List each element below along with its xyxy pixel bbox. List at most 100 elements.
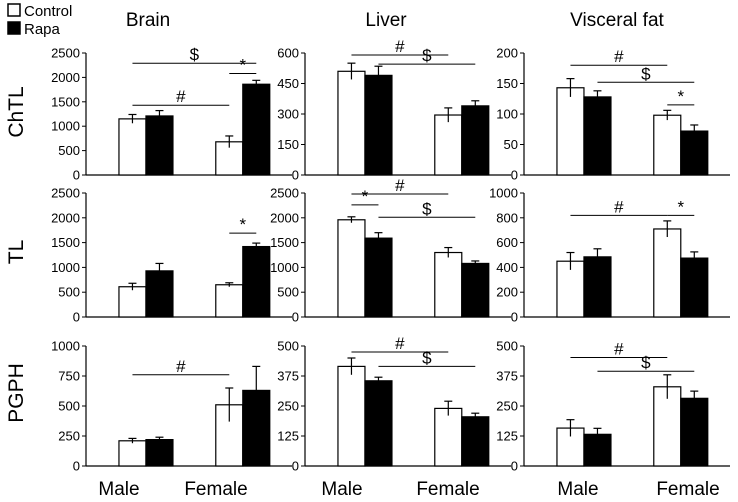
y-tick-label-chtl-visceral-fat-3: 150: [496, 76, 518, 91]
bar-tl-liver-control-male: [337, 219, 366, 318]
row-label-tl: TL: [5, 240, 28, 265]
sig-label-tl-visceral-fat-1: *: [677, 197, 684, 216]
bar-chtl-visceral-fat-rapa-female: [680, 130, 709, 176]
bar-pgph-liver-rapa-male: [364, 380, 393, 467]
bar-tl-visceral-fat-rapa-female: [680, 257, 709, 318]
y-tick-label-chtl-visceral-fat-2: 100: [496, 107, 518, 122]
panel-pgph-liver: 0 125 250 375 500 # $: [277, 334, 511, 474]
y-tick-label-tl-liver-2: 1000: [270, 260, 299, 275]
y-tick-label-tl-visceral-fat-2: 400: [496, 260, 518, 275]
y-tick-label-tl-visceral-fat-5: 1000: [489, 186, 518, 201]
bar-tl-brain-control-female: [215, 284, 244, 318]
sig-label-pgph-brain-0: #: [176, 357, 186, 376]
x-label-male-brain: Male: [98, 479, 139, 500]
bar-pgph-brain-rapa-male: [145, 439, 174, 467]
bar-chtl-brain-rapa-male: [145, 115, 174, 176]
column-title-liver: Liver: [365, 10, 407, 31]
bar-chtl-visceral-fat-control-male: [556, 87, 585, 176]
y-tick-label-chtl-liver-0: 0: [292, 168, 299, 183]
y-tick-label-chtl-liver-4: 600: [277, 46, 299, 61]
y-tick-label-chtl-brain-2: 1000: [51, 119, 80, 134]
y-tick-label-tl-brain-5: 2500: [51, 186, 80, 201]
y-tick-label-chtl-visceral-fat-0: 0: [511, 168, 518, 183]
panel-pgph-brain: 0 250 500 750 1000 #: [51, 339, 292, 474]
x-label-male-visceral-fat: Male: [557, 479, 598, 500]
y-tick-label-pgph-liver-0: 0: [292, 459, 299, 474]
bar-tl-brain-rapa-female: [242, 245, 271, 318]
panel-tl-brain: 0 500 1000 1500 2000 2500 *: [51, 186, 292, 325]
sig-label-pgph-visceral-fat-0: #: [614, 340, 624, 359]
bar-chtl-brain-rapa-female: [242, 83, 271, 176]
legend-label-rapa: Rapa: [24, 21, 61, 38]
y-tick-label-chtl-visceral-fat-1: 50: [504, 137, 518, 152]
y-tick-label-tl-visceral-fat-0: 0: [511, 310, 518, 325]
legend: Control Rapa: [7, 3, 72, 38]
bar-pgph-brain-control-male: [118, 440, 147, 467]
y-tick-label-tl-visceral-fat-4: 800: [496, 210, 518, 225]
y-tick-label-pgph-liver-2: 250: [277, 399, 299, 414]
y-tick-label-pgph-brain-1: 250: [58, 429, 80, 444]
sig-label-pgph-visceral-fat-1: $: [641, 353, 651, 372]
x-label-male-liver: Male: [321, 479, 362, 500]
y-tick-label-pgph-brain-3: 750: [58, 369, 80, 384]
bar-tl-liver-rapa-female: [461, 262, 490, 318]
panel-chtl-visceral-fat: 0 50 100 150 200 # $ *: [496, 46, 730, 183]
y-tick-label-tl-liver-0: 0: [292, 310, 299, 325]
sig-label-tl-liver-1: #: [395, 176, 405, 195]
sig-label-chtl-liver-0: #: [395, 37, 405, 56]
legend-label-control: Control: [24, 3, 72, 20]
bar-pgph-liver-control-female: [434, 407, 463, 467]
y-tick-label-tl-brain-1: 500: [58, 285, 80, 300]
row-label-chtl: ChTL: [5, 86, 28, 137]
y-tick-label-chtl-liver-3: 450: [277, 76, 299, 91]
sig-label-tl-visceral-fat-0: #: [614, 197, 624, 216]
y-tick-label-tl-brain-0: 0: [73, 310, 80, 325]
sig-label-pgph-liver-0: #: [395, 334, 405, 353]
y-tick-label-tl-liver-3: 1500: [270, 235, 299, 250]
sig-label-chtl-brain-2: #: [176, 87, 186, 106]
y-tick-label-chtl-visceral-fat-4: 200: [496, 46, 518, 61]
y-tick-label-pgph-visceral-fat-3: 375: [496, 369, 518, 384]
row-label-pgph: PGPH: [5, 363, 28, 423]
sig-label-chtl-visceral-fat-1: $: [641, 64, 651, 83]
y-tick-label-chtl-brain-4: 2000: [51, 70, 80, 85]
y-tick-label-pgph-liver-4: 500: [277, 339, 299, 354]
bar-chtl-liver-rapa-female: [461, 105, 490, 176]
y-tick-label-pgph-visceral-fat-2: 250: [496, 399, 518, 414]
panel-chtl-liver: 0 150 300 450 600 # $: [277, 37, 511, 183]
bar-tl-brain-rapa-male: [145, 270, 174, 318]
bar-pgph-liver-control-male: [337, 365, 366, 467]
y-tick-label-pgph-liver-1: 125: [277, 429, 299, 444]
x-label-female-visceral-fat: Female: [656, 479, 719, 500]
bar-pgph-visceral-fat-rapa-male: [583, 433, 612, 467]
bar-chtl-liver-rapa-male: [364, 74, 393, 176]
y-tick-label-tl-liver-5: 2500: [270, 186, 299, 201]
y-tick-label-chtl-brain-1: 500: [58, 143, 80, 158]
y-tick-label-pgph-liver-3: 375: [277, 369, 299, 384]
bar-chtl-liver-control-male: [337, 70, 366, 176]
sig-label-chtl-visceral-fat-2: *: [677, 87, 684, 106]
y-tick-label-tl-brain-2: 1000: [51, 260, 80, 275]
bar-tl-visceral-fat-rapa-male: [583, 256, 612, 318]
y-tick-label-pgph-visceral-fat-4: 500: [496, 339, 518, 354]
sig-label-chtl-brain-1: *: [239, 55, 246, 74]
bar-tl-brain-control-male: [118, 286, 147, 318]
bar-pgph-brain-rapa-female: [242, 389, 271, 467]
y-tick-label-pgph-brain-2: 500: [58, 399, 80, 414]
y-tick-label-chtl-liver-2: 300: [277, 107, 299, 122]
x-label-female-brain: Female: [184, 479, 247, 500]
bar-tl-visceral-fat-control-male: [556, 260, 585, 318]
panel-chtl-brain: 0 500 1000 1500 2000 2500 $ * #: [51, 45, 292, 183]
panel-pgph-visceral-fat: 0 125 250 375 500 # $: [496, 339, 730, 474]
sig-label-tl-brain-0: *: [239, 215, 246, 234]
bar-chtl-visceral-fat-control-female: [653, 114, 682, 176]
sig-label-chtl-visceral-fat-0: #: [614, 47, 624, 66]
y-tick-label-tl-brain-4: 2000: [51, 210, 80, 225]
sig-label-chtl-brain-0: $: [190, 45, 200, 64]
y-tick-label-chtl-liver-1: 150: [277, 137, 299, 152]
panel-tl-liver: 0 500 1000 1500 2000 2500 * # $: [270, 176, 511, 325]
column-title-visceral-fat: Visceral fat: [570, 10, 664, 31]
bar-chtl-liver-control-female: [434, 114, 463, 176]
legend-swatch-control: [7, 3, 21, 17]
x-label-female-liver: Female: [416, 479, 479, 500]
